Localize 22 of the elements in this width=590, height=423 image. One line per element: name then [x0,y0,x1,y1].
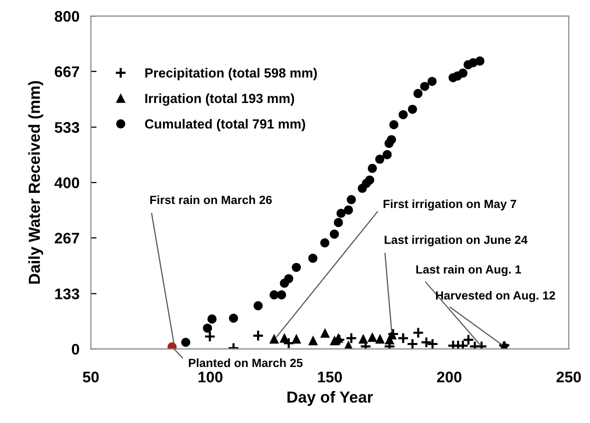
y-tick-label: 133 [55,288,80,300]
legend-label: Irrigation (total 193 mm) [145,93,294,106]
x-axis-title: Day of Year [288,390,373,406]
x-tick-label: 200 [437,372,462,382]
y-axis-title: Daily Water Received (mm) [28,81,44,284]
y-tick-label: 267 [54,232,80,244]
x-tick-label: 50 [82,372,99,382]
annotation: First irrigation on May 7 [384,199,516,211]
y-tick-label: 667 [54,66,80,78]
legend-label: Precipitation (total 598 mm) [145,68,317,80]
legend-label: Cumulated (total 791 mm) [145,118,306,132]
y-tick-label: 800 [54,10,80,22]
annotation: Last irrigation on June 24 [384,235,528,246]
y-tick-label: 0 [72,344,80,355]
annotation: First rain on March 26 [150,195,272,204]
x-tick-label: 100 [198,372,222,382]
y-tick-label: 400 [54,177,80,188]
annotation: Last rain on Aug. 1 [416,264,522,276]
x-tick-label: 250 [556,372,581,382]
annotation: Planted on March 25 [188,358,303,368]
y-tick-label: 533 [54,122,80,133]
x-tick-label: 150 [318,372,342,382]
